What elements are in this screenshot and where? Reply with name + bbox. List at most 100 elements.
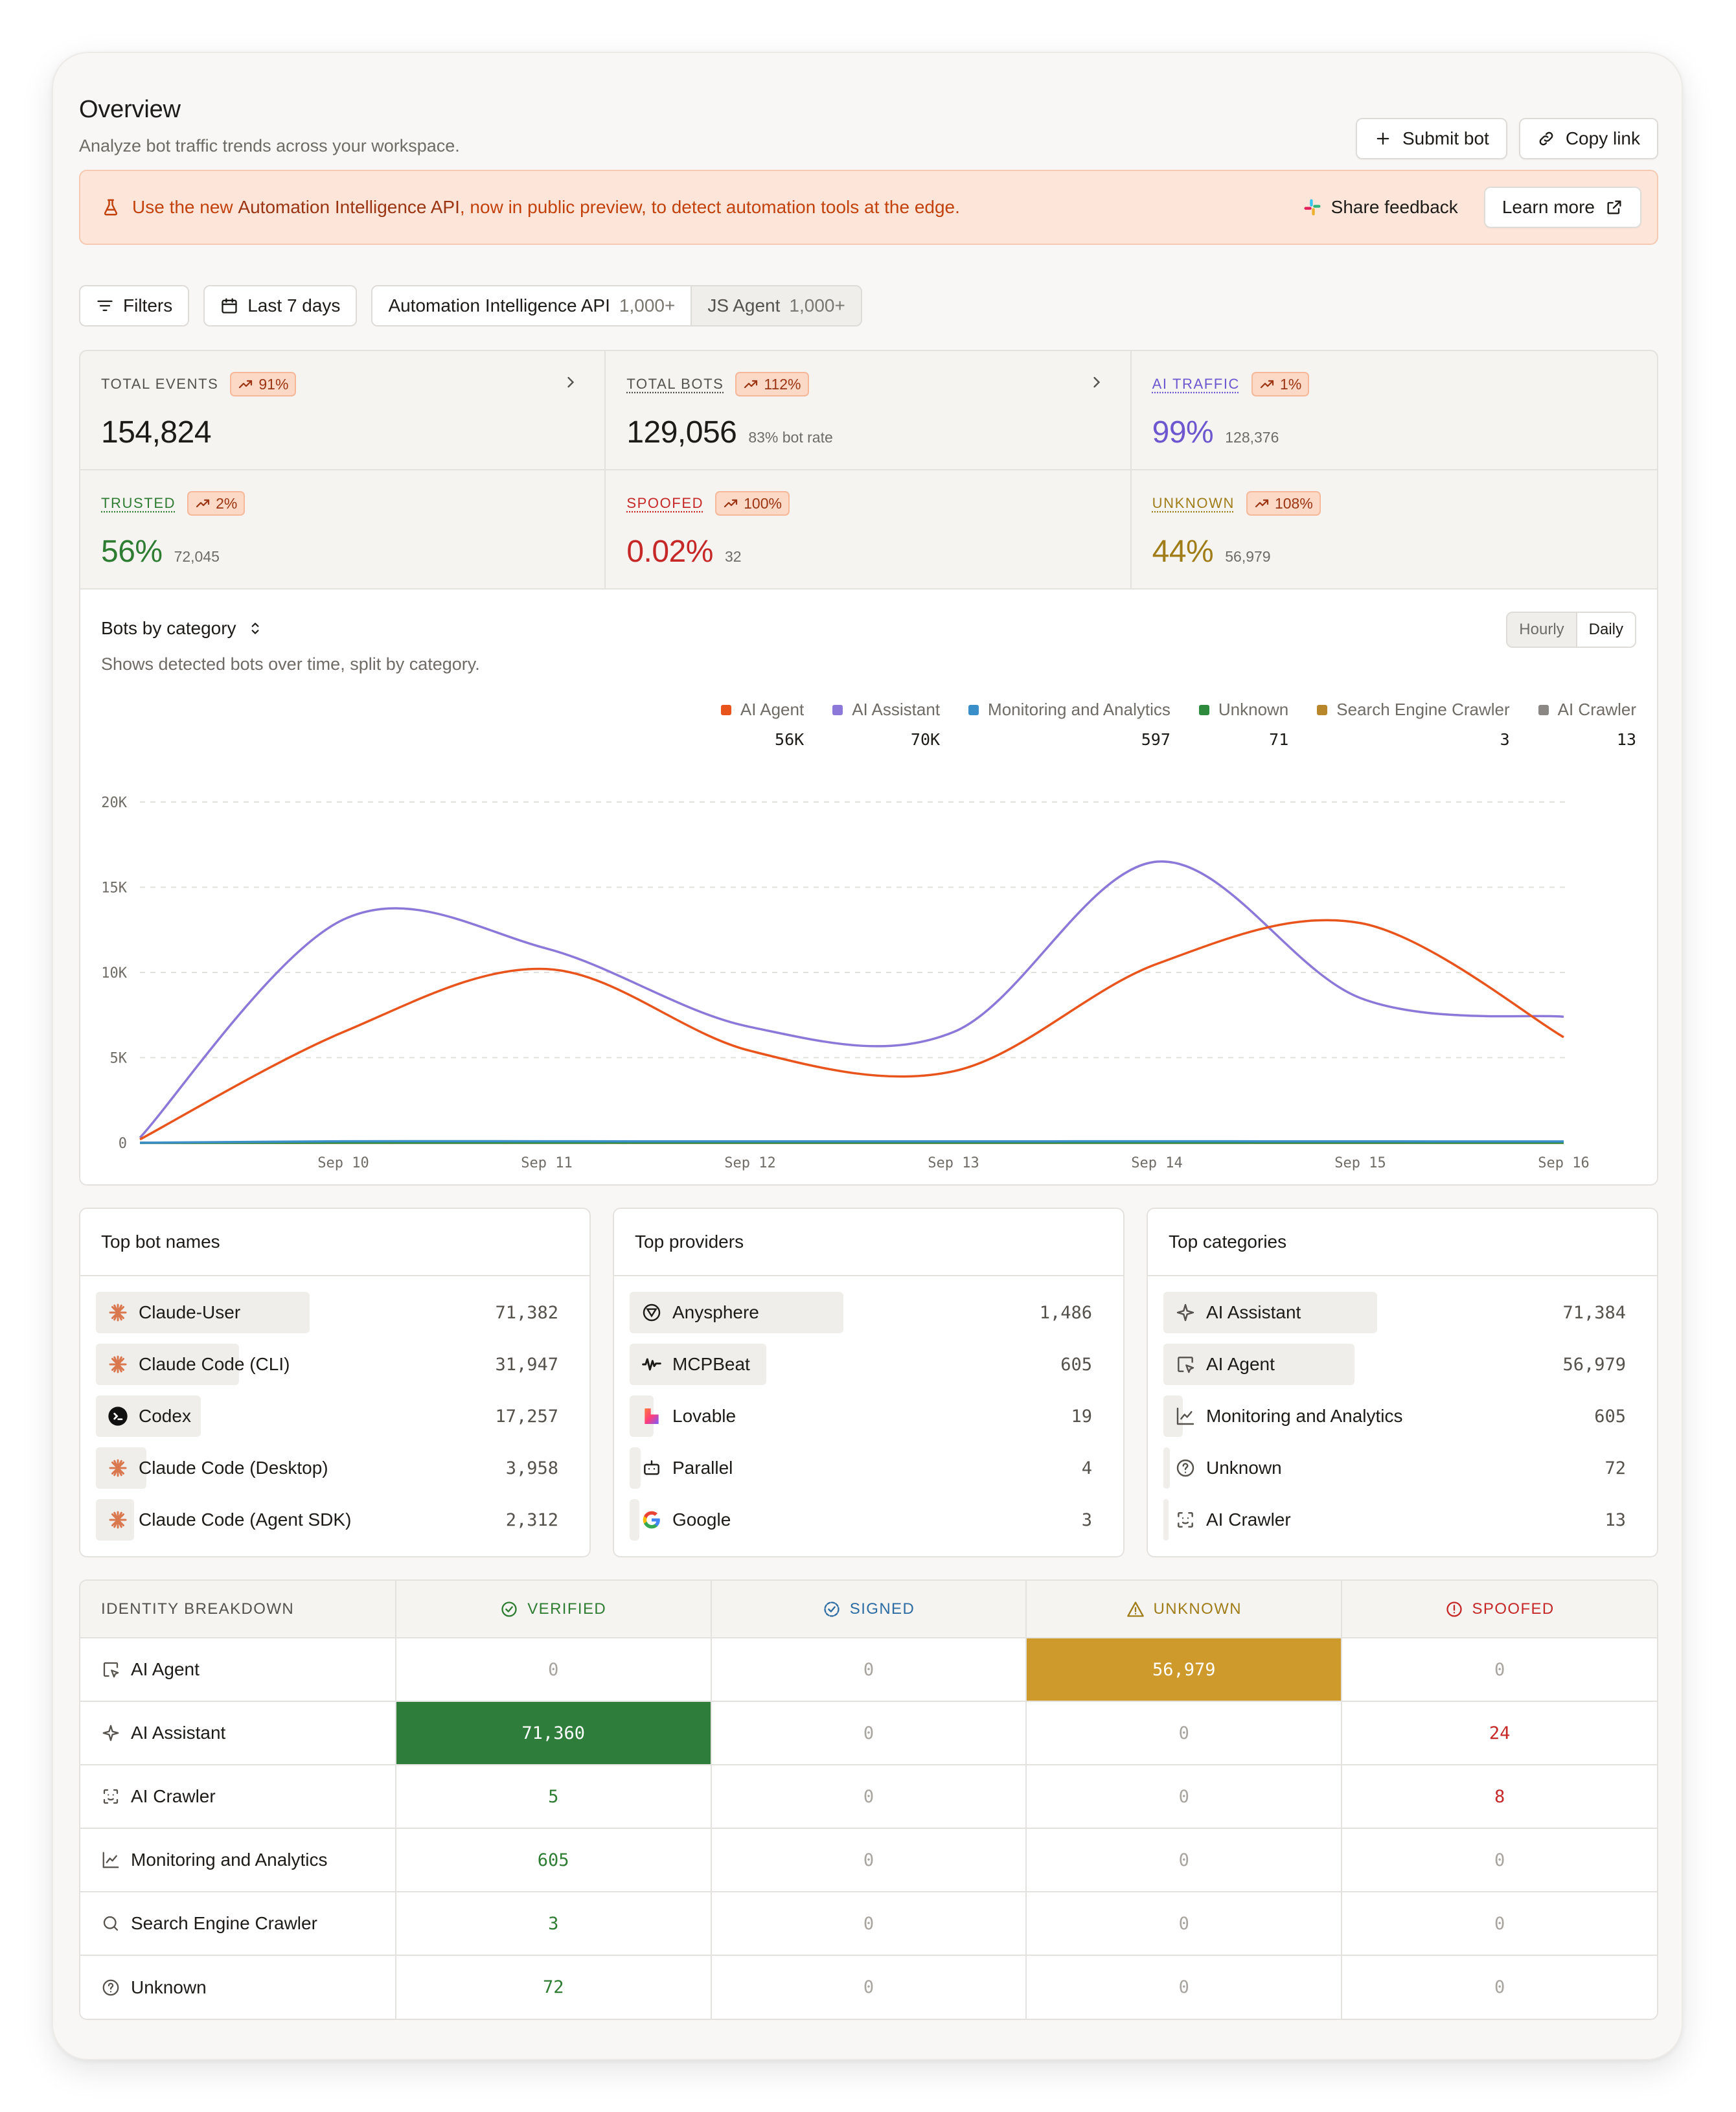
list-item-bar <box>1163 1499 1169 1541</box>
list-item[interactable]: AI Crawler 13 <box>1163 1499 1641 1541</box>
list-item[interactable]: Google 3 <box>630 1499 1108 1541</box>
legend-item[interactable]: AI Assistant 70K <box>832 700 940 749</box>
external-link-icon <box>1607 200 1621 214</box>
legend-item[interactable]: Monitoring and Analytics 597 <box>968 700 1171 749</box>
list-item[interactable]: Claude-User 71,382 <box>96 1292 574 1333</box>
list-item[interactable]: AI Assistant 71,384 <box>1163 1292 1641 1333</box>
identity-cell[interactable]: 0 <box>1342 1892 1657 1956</box>
filter-bar: Filters Last 7 days Automation Intellige… <box>79 285 1658 327</box>
identity-cell[interactable]: 24 <box>1342 1701 1657 1765</box>
list-item-bar <box>630 1499 639 1541</box>
identity-cell[interactable]: 0 <box>1026 1828 1343 1892</box>
source-js-agent[interactable]: JS Agent 1,000+ <box>692 286 861 325</box>
stat-label: TRUSTED <box>101 495 176 511</box>
share-feedback-button[interactable]: Share feedback <box>1303 197 1458 218</box>
stat-card[interactable]: TOTAL BOTS 112% 129,056 83% bot rate <box>606 351 1132 470</box>
list-item[interactable]: AI Agent 56,979 <box>1163 1344 1641 1385</box>
daily-option[interactable]: Daily <box>1575 613 1635 647</box>
x-tick-label: Sep 12 <box>724 1155 775 1171</box>
legend-item[interactable]: AI Agent 56K <box>720 700 804 749</box>
identity-breakdown-table: IDENTITY BREAKDOWN VERIFIED SIGNED UNKNOWN S… <box>79 1579 1658 2020</box>
row-category: Search Engine Crawler <box>80 1892 396 1956</box>
identity-cell[interactable]: 605 <box>395 1828 712 1892</box>
column-label: SPOOFED <box>1472 1600 1555 1618</box>
search-icon <box>103 1916 119 1931</box>
stat-card: AI TRAFFIC 1% 99% 128,376 <box>1131 351 1657 470</box>
identity-column-unknown: UNKNOWN <box>1026 1581 1343 1638</box>
identity-cell[interactable]: 3 <box>395 1892 712 1956</box>
trend-up-icon <box>196 499 210 508</box>
page-title: Overview <box>79 96 181 123</box>
identity-cell[interactable]: 0 <box>1342 1828 1657 1892</box>
identity-cell[interactable]: 0 <box>711 1955 1027 2019</box>
row-category: Unknown <box>80 1955 396 2019</box>
list-item[interactable]: Claude Code (Agent SDK) 2,312 <box>96 1499 574 1541</box>
hourly-option[interactable]: Hourly <box>1519 621 1564 638</box>
list-item[interactable]: Codex 17,257 <box>96 1395 574 1437</box>
x-tick-label: Sep 16 <box>1538 1155 1589 1171</box>
change-value: 91% <box>258 375 289 393</box>
claude-icon <box>109 1355 127 1373</box>
trend-up-icon <box>239 380 253 389</box>
series-line-ai-agent[interactable] <box>139 919 1564 1141</box>
list-item[interactable]: Lovable 19 <box>630 1395 1108 1437</box>
chart-title-dropdown[interactable]: Bots by category <box>101 618 264 639</box>
dashboard-content: Overview Analyze bot traffic trends acro… <box>79 79 1658 2020</box>
identity-column-spoofed: SPOOFED <box>1342 1581 1657 1638</box>
identity-cell[interactable]: 0 <box>1494 1977 1505 1997</box>
y-tick-label: 20K <box>101 795 127 811</box>
date-range-label: Last 7 days <box>247 295 341 316</box>
lovable-icon <box>645 1408 659 1424</box>
list-item[interactable]: MCPBeat 605 <box>630 1344 1108 1385</box>
identity-cell[interactable]: 0 <box>1026 1765 1343 1829</box>
learn-more-button[interactable]: Learn more <box>1483 187 1641 228</box>
x-tick-label: Sep 10 <box>317 1155 369 1171</box>
identity-cell[interactable]: 0 <box>1026 1701 1343 1765</box>
identity-cell[interactable]: 0 <box>711 1638 1027 1702</box>
list-item[interactable]: Claude Code (Desktop) 3,958 <box>96 1447 574 1489</box>
change-value: 100% <box>744 494 782 512</box>
copy-link-button[interactable]: Copy link <box>1518 118 1658 159</box>
identity-cell[interactable]: 0 <box>711 1765 1027 1829</box>
legend-item[interactable]: Unknown 71 <box>1198 700 1288 749</box>
list-item-name: Unknown <box>1206 1458 1282 1478</box>
chevron-right-icon[interactable] <box>1088 373 1106 391</box>
identity-cell[interactable]: 56,979 <box>1026 1638 1343 1702</box>
source-automation-api[interactable]: Automation Intelligence API 1,000+ <box>372 286 692 325</box>
list-item[interactable]: Unknown 72 <box>1163 1447 1641 1489</box>
row-category-label: Unknown <box>131 1977 207 1997</box>
identity-cell[interactable]: 0 <box>395 1638 712 1702</box>
copy-link-label: Copy link <box>1565 128 1640 148</box>
list-item[interactable]: Monitoring and Analytics 605 <box>1163 1395 1641 1437</box>
date-range-button[interactable]: Last 7 days <box>203 285 358 327</box>
list-item-count: 3 <box>1081 1509 1092 1530</box>
learn-more-label: Learn more <box>1502 197 1595 217</box>
series-line-monitoring-and-analytics[interactable] <box>139 1140 1564 1144</box>
chevron-right-icon[interactable] <box>562 373 580 391</box>
submit-bot-button[interactable]: Submit bot <box>1355 118 1507 159</box>
stat-card[interactable]: TOTAL EVENTS 91% 154,824 <box>80 351 606 470</box>
identity-cell[interactable]: 8 <box>1342 1765 1657 1829</box>
banner-api-link[interactable]: Automation Intelligence API <box>238 197 460 217</box>
identity-cell[interactable]: 0 <box>711 1892 1027 1956</box>
identity-cell[interactable]: 0 <box>711 1701 1027 1765</box>
claude-icon <box>109 1459 127 1477</box>
x-tick-label: Sep 14 <box>1131 1155 1182 1171</box>
legend-swatch <box>1317 704 1328 715</box>
series-line-ai-assistant[interactable] <box>139 860 1564 1139</box>
identity-cell[interactable]: 72 <box>395 1955 712 2019</box>
identity-cell[interactable]: 0 <box>1342 1638 1657 1702</box>
identity-cell[interactable]: 0 <box>1026 1955 1343 2019</box>
filters-button[interactable]: Filters <box>79 285 190 327</box>
list-item[interactable]: Anysphere 1,486 <box>630 1292 1108 1333</box>
identity-cell[interactable]: 0 <box>711 1828 1027 1892</box>
identity-cell[interactable]: 0 <box>1026 1892 1343 1956</box>
identity-cell[interactable]: 71,360 <box>395 1701 712 1765</box>
legend-item[interactable]: Search Engine Crawler 3 <box>1317 700 1510 749</box>
granularity-toggle: Hourly Daily <box>1506 612 1636 648</box>
list-item[interactable]: Parallel 4 <box>630 1447 1108 1489</box>
identity-cell[interactable]: 5 <box>395 1765 712 1829</box>
sparkle-icon <box>1176 1303 1194 1322</box>
legend-item[interactable]: AI Crawler 13 <box>1538 700 1636 749</box>
list-item[interactable]: Claude Code (CLI) 31,947 <box>96 1344 574 1385</box>
